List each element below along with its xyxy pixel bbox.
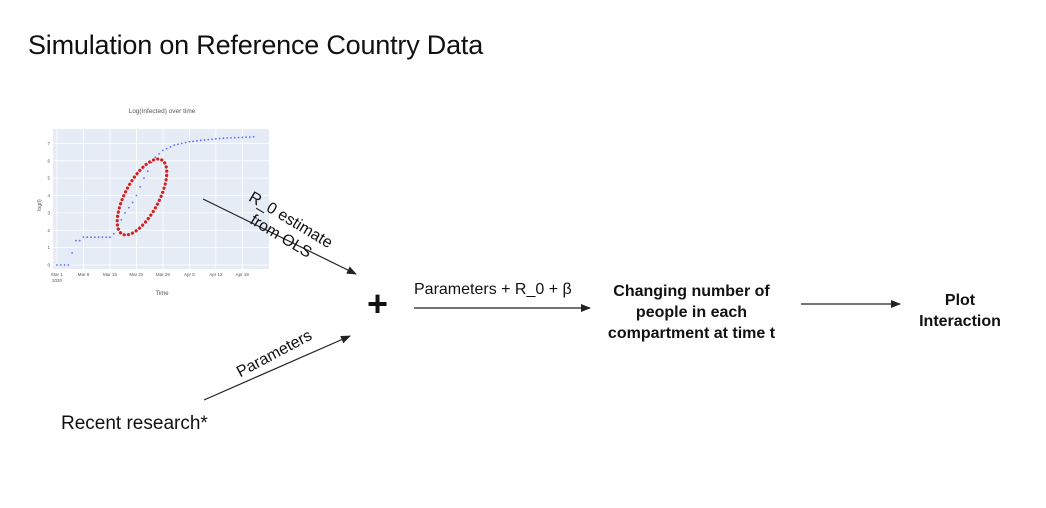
changing-line2: people in each	[635, 304, 748, 321]
plot-line1: Plot	[944, 292, 976, 309]
plot-line2: Interaction	[919, 313, 1001, 330]
changing-line3: compartment at time t	[607, 325, 776, 342]
y-tick-label: 2	[47, 228, 50, 233]
data-point	[165, 147, 168, 150]
x-tick-label: Mar 15	[103, 272, 118, 277]
y-tick-label: 6	[47, 158, 50, 163]
data-point	[237, 136, 240, 139]
data-point	[214, 138, 217, 140]
data-point	[226, 137, 229, 139]
y-tick-label: 1	[47, 245, 50, 250]
chart-title: Log(Infected) over time	[129, 108, 196, 115]
data-point	[90, 236, 92, 239]
data-point	[161, 149, 164, 152]
data-point	[127, 206, 130, 209]
data-point	[196, 139, 198, 142]
plus-sign: +	[367, 283, 389, 324]
x-tick-label: 2020	[52, 278, 63, 283]
data-point	[192, 140, 195, 143]
x-tick-label: Apr 5	[184, 272, 195, 277]
data-point	[124, 211, 126, 214]
data-point	[230, 136, 232, 139]
data-point	[211, 138, 213, 141]
recent-research-label: Recent research*	[61, 413, 208, 434]
arrow-r0-to-plus	[202, 198, 357, 275]
changing-line1: Changing number of	[613, 283, 770, 300]
data-point	[97, 236, 100, 239]
log-infected-chart: Log(Infected) over time 0 1 2 3 4 5 6 7 Mar 120…	[37, 108, 269, 297]
data-point	[71, 251, 74, 254]
data-point	[252, 135, 255, 138]
y-tick-label: 4	[47, 193, 50, 198]
page-title: Simulation on Reference Country Data	[28, 30, 484, 60]
plot-area	[53, 129, 269, 269]
data-point	[143, 177, 145, 180]
data-point	[241, 136, 244, 139]
data-point	[177, 143, 179, 146]
y-tick-label: 5	[47, 176, 50, 181]
data-point	[120, 218, 123, 221]
data-point	[207, 138, 210, 141]
y-tick-labels: 0 1 2 3 4 5 6 7	[47, 141, 50, 268]
data-point	[233, 136, 236, 139]
plot-interaction-box: Plot Interaction	[905, 290, 1015, 332]
data-point	[82, 236, 85, 239]
data-point	[131, 201, 134, 204]
y-axis-label: log(I)	[37, 199, 43, 211]
x-tick-label: Mar 8	[78, 272, 90, 277]
x-tick-label: Apr 19	[236, 272, 250, 277]
data-point	[59, 264, 62, 266]
data-point	[158, 152, 161, 155]
data-point	[245, 136, 247, 139]
x-axis-label: Time	[155, 291, 169, 297]
y-tick-label: 0	[47, 263, 50, 268]
x-tick-label: Apr 12	[209, 272, 223, 277]
data-point	[75, 239, 77, 242]
x-tick-label: Mar 1	[51, 272, 63, 277]
x-tick-label: Mar 22	[129, 272, 144, 277]
data-point	[188, 140, 191, 143]
data-point	[109, 236, 111, 239]
data-point	[56, 264, 58, 266]
highlight-ellipse	[115, 157, 169, 237]
data-point	[135, 194, 138, 197]
data-point	[180, 142, 183, 145]
data-point	[67, 264, 70, 266]
data-point	[101, 236, 104, 239]
y-tick-label: 7	[47, 141, 50, 146]
data-point	[78, 239, 81, 242]
y-tick-label: 3	[47, 210, 50, 215]
data-point	[93, 236, 96, 239]
data-point	[112, 232, 115, 235]
data-point	[154, 156, 157, 159]
data-point	[222, 137, 225, 140]
data-point	[169, 145, 172, 148]
data-point	[146, 170, 149, 173]
data-point	[248, 136, 251, 138]
x-tick-label: Mar 29	[156, 272, 171, 277]
data-point	[218, 137, 221, 140]
changing-number-box: Changing number of people in each compar…	[600, 281, 783, 344]
data-point	[184, 141, 187, 144]
data-point	[63, 264, 66, 266]
params-r0-beta-label: Parameters + R_0 + β	[414, 281, 572, 298]
data-points	[56, 135, 255, 266]
data-point	[203, 139, 206, 141]
data-point	[139, 185, 142, 188]
data-point	[173, 144, 176, 147]
arrow-research-to-plus	[203, 335, 351, 401]
data-point	[105, 236, 108, 239]
data-point	[86, 236, 89, 239]
data-point	[199, 139, 202, 142]
